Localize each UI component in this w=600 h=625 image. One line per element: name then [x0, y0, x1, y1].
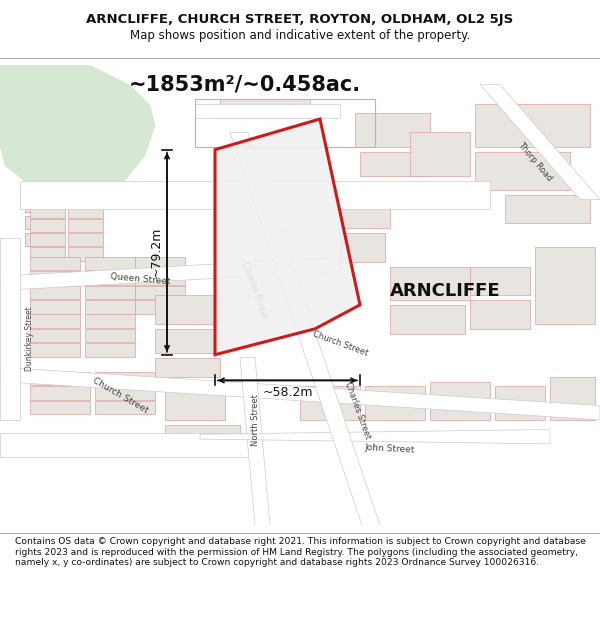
Text: Map shows position and indicative extent of the property.: Map shows position and indicative extent… [130, 29, 470, 42]
Polygon shape [135, 286, 185, 299]
Polygon shape [68, 233, 103, 246]
Polygon shape [20, 181, 490, 209]
Polygon shape [0, 65, 155, 200]
Text: ARNCLIFFE: ARNCLIFFE [390, 281, 500, 299]
Polygon shape [0, 238, 20, 420]
Polygon shape [550, 377, 595, 420]
Polygon shape [410, 132, 470, 176]
Text: Dunkirkey Street: Dunkirkey Street [25, 306, 35, 371]
Polygon shape [68, 219, 103, 232]
Polygon shape [85, 300, 135, 314]
Text: Charles Street: Charles Street [343, 381, 373, 440]
Polygon shape [30, 286, 80, 299]
Polygon shape [155, 295, 220, 324]
Text: Contains OS data © Crown copyright and database right 2021. This information is : Contains OS data © Crown copyright and d… [15, 537, 586, 567]
Polygon shape [155, 329, 220, 352]
Text: Church Street: Church Street [91, 376, 149, 416]
Polygon shape [430, 381, 490, 420]
Polygon shape [85, 257, 135, 271]
Polygon shape [480, 84, 600, 199]
Polygon shape [95, 386, 155, 400]
Polygon shape [470, 266, 530, 295]
Polygon shape [470, 300, 530, 329]
Polygon shape [215, 119, 360, 355]
Polygon shape [165, 391, 225, 420]
Polygon shape [85, 286, 135, 299]
Polygon shape [30, 257, 80, 271]
Polygon shape [340, 233, 385, 262]
Polygon shape [475, 151, 570, 190]
Text: ~58.2m: ~58.2m [262, 386, 313, 399]
Text: ~79.2m: ~79.2m [150, 227, 163, 278]
Polygon shape [30, 248, 65, 261]
Polygon shape [25, 233, 63, 246]
Polygon shape [85, 329, 135, 342]
Polygon shape [155, 357, 220, 377]
Polygon shape [135, 300, 185, 314]
Polygon shape [200, 429, 550, 444]
Polygon shape [505, 195, 590, 223]
Polygon shape [195, 104, 340, 118]
Polygon shape [360, 151, 430, 176]
Polygon shape [300, 386, 360, 420]
Polygon shape [85, 271, 135, 285]
Polygon shape [25, 216, 63, 229]
Polygon shape [30, 314, 80, 328]
Polygon shape [220, 99, 310, 118]
Text: Charles Street: Charles Street [241, 261, 269, 320]
Polygon shape [30, 233, 65, 246]
Polygon shape [230, 132, 380, 525]
Polygon shape [25, 199, 63, 212]
Polygon shape [30, 300, 80, 314]
Polygon shape [135, 257, 185, 271]
Polygon shape [0, 433, 260, 457]
Polygon shape [85, 314, 135, 328]
Polygon shape [30, 372, 90, 386]
Polygon shape [30, 219, 65, 232]
Polygon shape [495, 386, 545, 420]
Text: Thorp Road: Thorp Road [516, 140, 554, 182]
Polygon shape [30, 329, 80, 342]
Polygon shape [0, 257, 340, 291]
Text: North Street: North Street [251, 394, 260, 446]
Polygon shape [30, 343, 80, 357]
Polygon shape [30, 190, 65, 203]
Polygon shape [68, 248, 103, 261]
Polygon shape [30, 204, 65, 217]
Polygon shape [135, 271, 185, 285]
Polygon shape [535, 248, 595, 324]
Polygon shape [68, 190, 103, 203]
Polygon shape [365, 386, 425, 420]
Polygon shape [30, 401, 90, 414]
Polygon shape [475, 104, 590, 147]
Polygon shape [95, 401, 155, 414]
Polygon shape [95, 372, 155, 386]
Text: John Street: John Street [365, 443, 415, 454]
Text: Church Street: Church Street [311, 329, 369, 357]
Polygon shape [30, 386, 90, 400]
Polygon shape [30, 271, 80, 285]
Polygon shape [340, 185, 390, 228]
Polygon shape [0, 367, 600, 420]
Polygon shape [165, 425, 240, 444]
Polygon shape [68, 204, 103, 217]
Text: ~1853m²/~0.458ac.: ~1853m²/~0.458ac. [129, 74, 361, 94]
Polygon shape [390, 266, 470, 300]
Polygon shape [85, 343, 135, 357]
Polygon shape [390, 305, 465, 334]
Polygon shape [355, 113, 430, 147]
Text: Queen Street: Queen Street [110, 272, 170, 286]
Polygon shape [240, 357, 270, 525]
Text: ARNCLIFFE, CHURCH STREET, ROYTON, OLDHAM, OL2 5JS: ARNCLIFFE, CHURCH STREET, ROYTON, OLDHAM… [86, 12, 514, 26]
